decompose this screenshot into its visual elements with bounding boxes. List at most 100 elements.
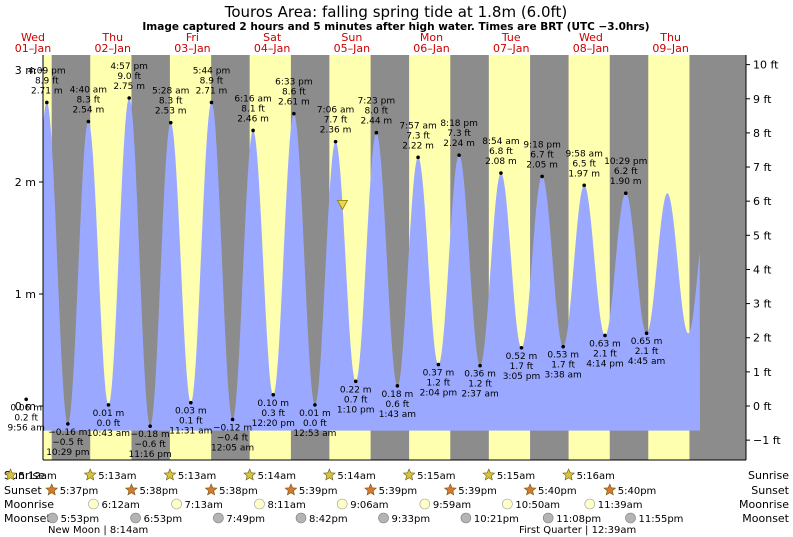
high-tide-meters: 2.36 m (320, 126, 352, 136)
row-label-sunset: Sunset (4, 484, 42, 497)
chart-title: Touros Area: falling spring tide at 1.8m… (224, 3, 568, 21)
sunset-icon (603, 483, 617, 496)
low-tide-point (395, 384, 400, 388)
high-tide-meters: 2.71 m (196, 86, 228, 96)
high-tide-point (623, 191, 628, 195)
right-tick-label: 3 ft (753, 298, 772, 311)
sunset-icon (364, 483, 378, 496)
moonrise-icon (502, 498, 513, 510)
moonset-time: 6:53pm (144, 514, 183, 525)
low-tide-point (24, 397, 28, 402)
high-tide-meters: 2.71 m (31, 86, 63, 96)
high-tide-point (127, 96, 131, 100)
row-label-moonrise-right: Moonrise (739, 498, 789, 511)
right-tick-label: 2 ft (753, 332, 772, 345)
low-tide-point (230, 417, 235, 422)
moon-phase-new: New Moon | 8:14am (48, 525, 148, 536)
low-tide-meters: 0.53 m (547, 351, 579, 361)
high-tide-meters: 2.22 m (402, 141, 434, 151)
low-tide-time: 1:43 am (379, 410, 416, 420)
high-tide-feet: 7.3 ft (447, 129, 471, 139)
low-tide-feet: 2.1 ft (593, 349, 617, 359)
low-tide-point (436, 362, 441, 367)
right-tick-label: 8 ft (753, 127, 772, 140)
sunset-time: 5:40pm (538, 486, 577, 497)
day-name: Thu (101, 31, 123, 44)
moonset-time: 8:42pm (309, 514, 348, 525)
low-tide-time: 12:20 pm (252, 419, 295, 429)
low-tide-meters: 0.65 m (631, 337, 663, 347)
sunset-time: 5:39pm (379, 486, 418, 497)
high-tide-point (209, 100, 214, 105)
low-tide-feet: 0.2 ft (14, 413, 38, 423)
low-tide-meters: 0.52 m (506, 352, 538, 362)
high-tide-meters: 2.05 m (526, 160, 558, 170)
day-name: Sat (263, 31, 282, 44)
high-tide-time: 5:44 pm (193, 66, 231, 76)
low-tide-time: 11:31 am (169, 427, 212, 437)
low-tide-time: 4:14 pm (586, 359, 624, 369)
high-tide-feet: 6.5 ft (572, 159, 596, 169)
low-tide-meters: 0.36 m (464, 370, 496, 380)
high-tide-feet: 6.8 ft (489, 147, 513, 157)
tide-area (43, 98, 700, 431)
sunrise-time: 5:16am (577, 471, 615, 482)
sunset-time: 5:39pm (458, 486, 497, 497)
tide-labels: 0.06 m0.2 ft9:56 am4:09 pm8.9 ft2.71 m−0… (7, 62, 665, 460)
high-tide-feet: 8.1 ft (241, 104, 265, 114)
low-tide-point (644, 331, 649, 336)
row-label-sunset-right: Sunset (751, 484, 789, 497)
sunset-icon (284, 483, 298, 496)
high-tide-time: 4:57 pm (110, 62, 148, 72)
sunset-icon (204, 483, 218, 496)
moonset-icon (542, 512, 554, 524)
high-tide-meters: 1.90 m (610, 177, 642, 187)
high-tide-time: 6:33 pm (275, 78, 313, 88)
low-tide-point (561, 344, 565, 349)
day-date: 09–Jan (652, 42, 688, 55)
row-label-sunrise-right: Sunrise (748, 469, 789, 482)
day-name: Sun (341, 31, 362, 44)
low-tide-time: 3:38 am (544, 371, 581, 381)
low-tide-feet: −0.4 ft (217, 433, 249, 443)
low-tide-feet: 1.7 ft (510, 362, 534, 372)
sunrise-time: 5:14am (258, 471, 296, 482)
moonrise-time: 8:11am (267, 500, 305, 511)
sunrise-icon (243, 468, 257, 481)
sunrise-time: 5:15am (497, 471, 535, 482)
moonrise-icon (584, 498, 596, 510)
sunrise-icon (402, 468, 416, 481)
low-tide-meters: −0.16 m (48, 428, 87, 438)
low-tide-meters: −0.18 m (131, 430, 170, 440)
low-tide-time: 2:37 am (461, 390, 498, 400)
sunrise-icon (482, 468, 496, 481)
moonrise-time: 7:13am (185, 500, 223, 511)
low-tide-meters: 0.01 m (299, 409, 331, 419)
row-label-moonset-right: Moonset (742, 512, 789, 525)
day-date: 01–Jan (15, 42, 51, 55)
low-tide-time: 4:45 am (628, 357, 665, 367)
high-tide-time: 8:54 am (482, 137, 519, 147)
high-tide-meters: 2.75 m (113, 82, 145, 92)
low-tide-meters: 0.18 m (382, 390, 414, 400)
high-tide-point (86, 119, 91, 124)
high-tide-time: 6:16 am (234, 94, 271, 104)
day-date: 03–Jan (174, 42, 210, 55)
low-tide-point (106, 403, 111, 407)
low-tide-meters: 0.63 m (589, 339, 621, 349)
day-date: 06–Jan (413, 42, 449, 55)
moonset-icon (378, 512, 389, 524)
sunrise-time: 5:13am (98, 471, 136, 482)
day-name: Wed (579, 31, 603, 44)
high-tide-time: 7:57 am (399, 121, 436, 131)
high-tide-time: 9:58 am (566, 149, 603, 159)
low-tide-feet: 1.2 ft (468, 380, 492, 390)
low-tide-point (353, 379, 358, 384)
high-tide-point (457, 153, 461, 157)
low-tide-point (148, 424, 152, 428)
high-tide-meters: 2.08 m (485, 157, 517, 167)
moonrise-time: 9:06am (350, 500, 388, 511)
low-tide-point (271, 393, 276, 397)
moonrise-time: 11:39am (598, 500, 643, 511)
